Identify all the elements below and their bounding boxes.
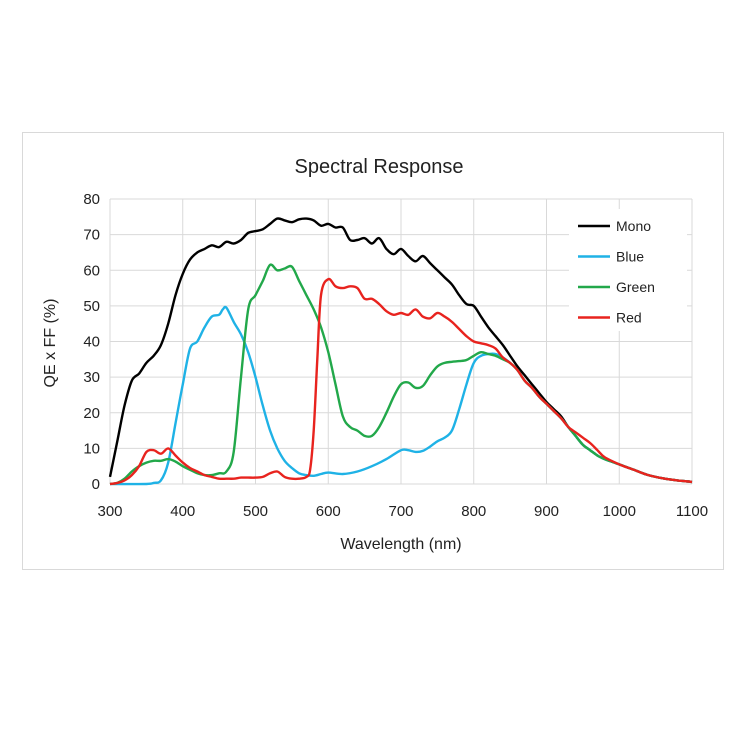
x-tick-label: 1000 — [603, 503, 636, 520]
grid-lines — [109, 198, 693, 485]
spectral-response-chart: Spectral Response 300 400 500 600 700 800 900 1… — [42, 156, 708, 553]
y-tick-label: 60 — [83, 262, 100, 279]
x-tick-label: 800 — [461, 503, 486, 520]
y-tick-label: 0 — [92, 476, 100, 493]
y-tick-label: 40 — [83, 334, 100, 351]
legend: Mono Blue Green Red — [569, 209, 687, 331]
legend-box — [569, 209, 687, 331]
y-tick-label: 50 — [83, 298, 100, 315]
x-tick-label: 600 — [316, 503, 341, 520]
y-axis-title: QE x FF (%) — [42, 299, 59, 388]
chart-title: Spectral Response — [295, 156, 464, 178]
legend-label-green: Green — [616, 279, 655, 295]
x-tick-label: 1100 — [676, 503, 708, 520]
legend-label-red: Red — [616, 310, 642, 326]
y-tick-label: 20 — [83, 405, 100, 422]
y-tick-label: 80 — [83, 191, 100, 208]
x-axis-ticks: 300 400 500 600 700 800 900 1000 1100 — [97, 503, 708, 520]
x-tick-label: 700 — [388, 503, 413, 520]
legend-label-mono: Mono — [616, 218, 651, 234]
y-axis-ticks: 0 10 20 30 40 50 60 70 80 — [83, 191, 100, 493]
x-tick-label: 400 — [170, 503, 195, 520]
legend-label-blue: Blue — [616, 249, 644, 265]
x-tick-label: 900 — [534, 503, 559, 520]
x-axis-title: Wavelength (nm) — [340, 536, 461, 553]
x-tick-label: 500 — [243, 503, 268, 520]
series-line-mono — [108, 217, 693, 484]
y-tick-label: 10 — [83, 440, 100, 457]
series-lines — [108, 217, 693, 486]
x-tick-label: 300 — [97, 503, 122, 520]
chart-frame: Spectral Response 300 400 500 600 700 800 900 1… — [22, 132, 724, 570]
series-line-red — [109, 277, 693, 486]
y-tick-label: 70 — [83, 227, 100, 244]
y-tick-label: 30 — [83, 369, 100, 386]
